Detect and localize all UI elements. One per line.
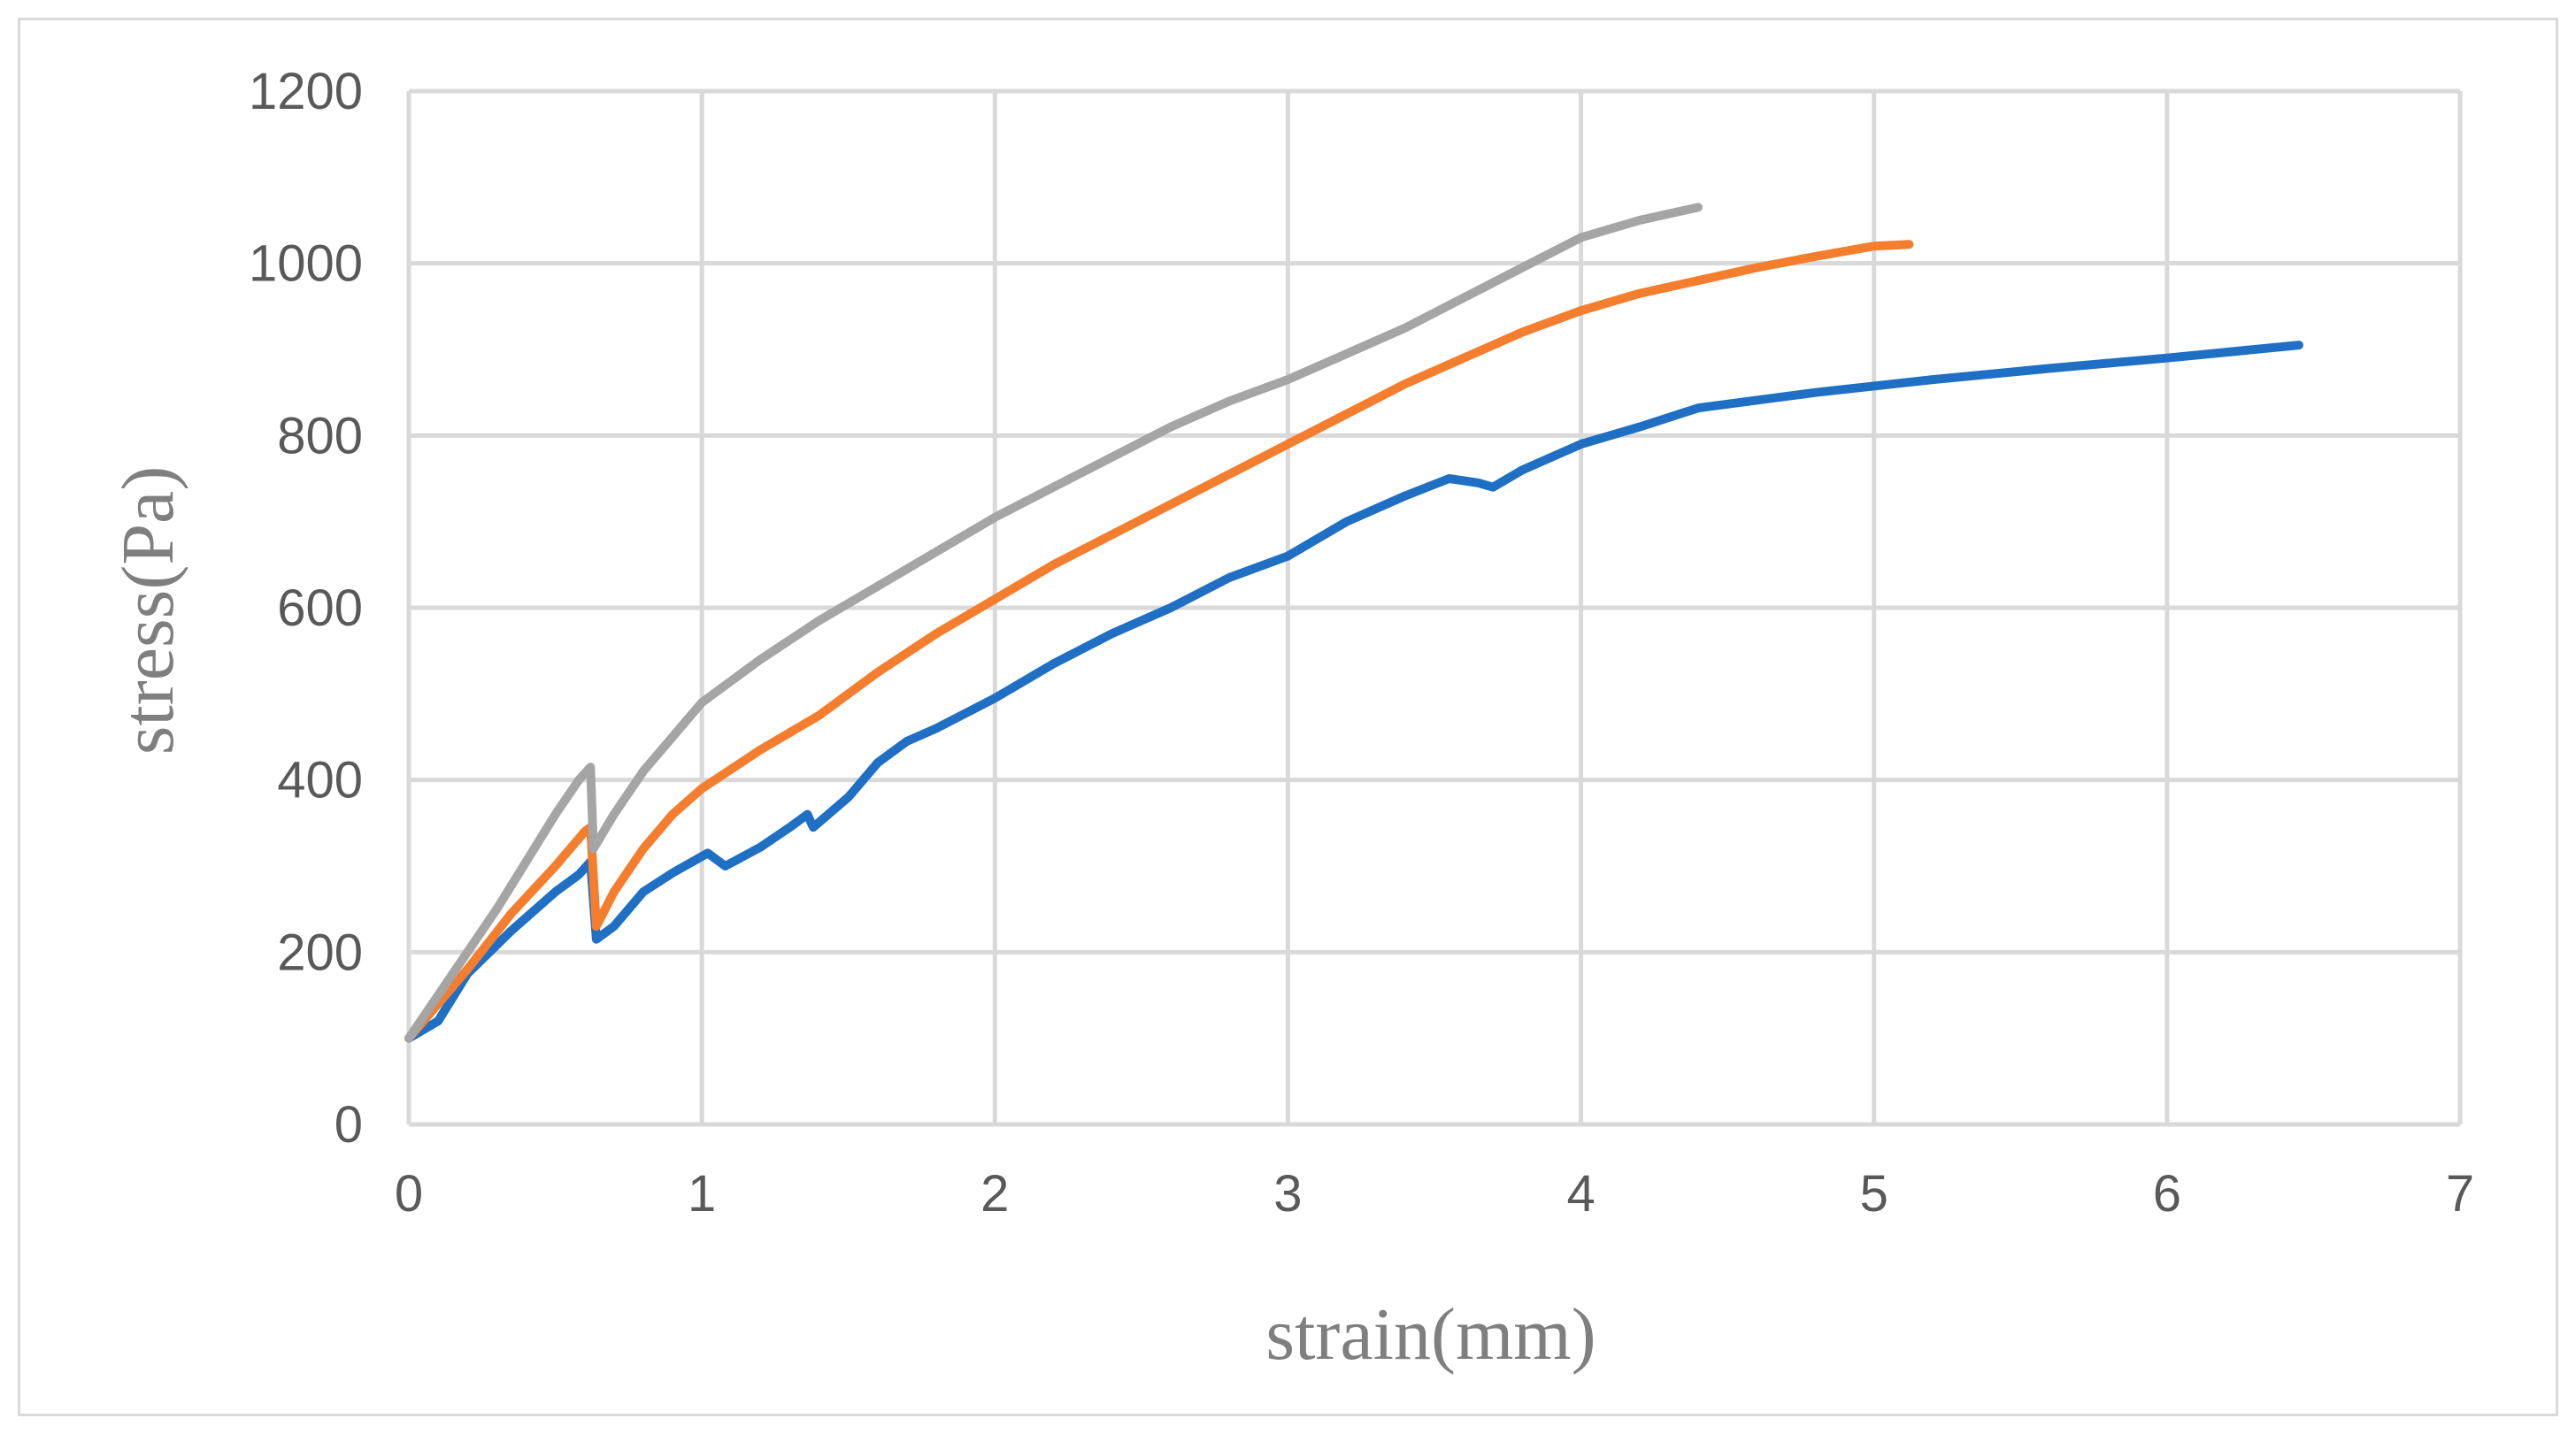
series-line-2 xyxy=(404,240,1914,1043)
y-tick-label: 400 xyxy=(277,752,363,809)
x-tick-label: 2 xyxy=(980,1165,1009,1223)
data-series xyxy=(404,203,2303,1043)
y-tick-label: 1200 xyxy=(249,63,363,120)
y-tick-label: 600 xyxy=(277,579,363,637)
x-tick-label: 4 xyxy=(1566,1165,1595,1223)
y-tick-label: 200 xyxy=(277,924,363,981)
x-tick-label: 5 xyxy=(1860,1165,1888,1223)
y-tick-label: 0 xyxy=(334,1096,363,1154)
series-line-1 xyxy=(404,341,2303,1043)
x-tick-label: 0 xyxy=(395,1165,423,1223)
x-tick-label: 3 xyxy=(1273,1165,1302,1223)
x-axis-title: strain(mm) xyxy=(1265,1293,1596,1376)
x-tick-labels: 0 1 2 3 4 5 6 7 xyxy=(395,1165,2474,1223)
series-line-3 xyxy=(404,203,1703,1043)
y-tick-label: 1000 xyxy=(249,235,363,293)
y-axis-title: stress(Pa) xyxy=(107,466,189,755)
y-tick-label: 800 xyxy=(277,407,363,464)
x-tick-label: 7 xyxy=(2446,1165,2474,1223)
x-tick-label: 1 xyxy=(688,1165,716,1223)
gridlines xyxy=(409,88,2463,1124)
x-tick-label: 6 xyxy=(2153,1165,2181,1223)
y-tick-labels: 0 200 400 600 800 1000 1200 xyxy=(249,63,363,1154)
axes xyxy=(406,91,2460,1127)
